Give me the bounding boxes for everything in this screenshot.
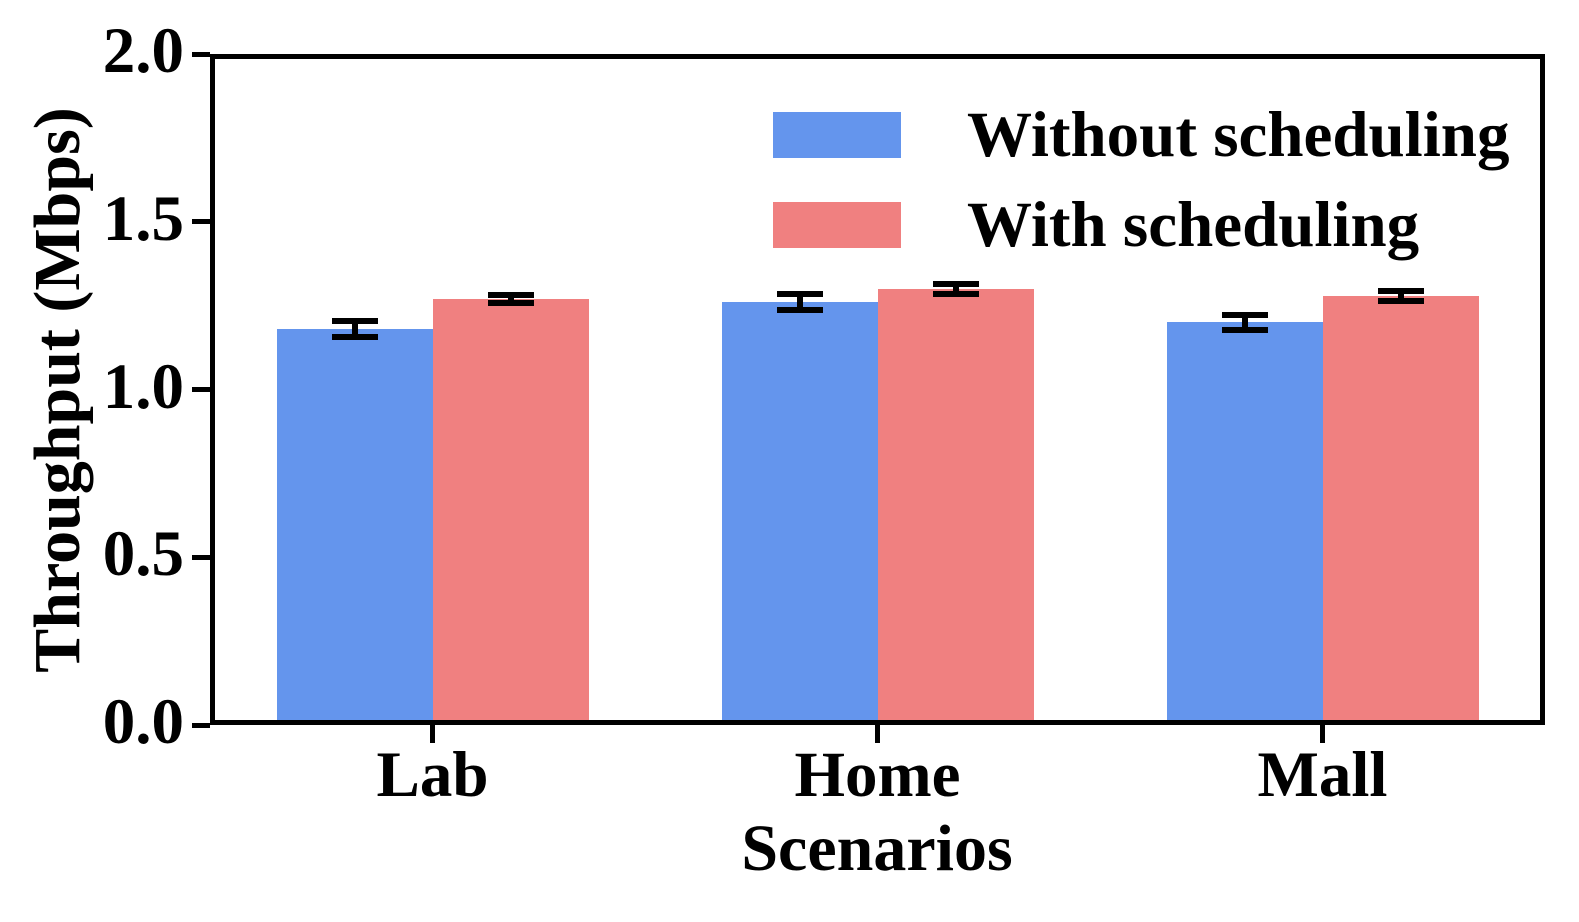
x-tick-label-lab: Lab — [376, 739, 489, 811]
error-bar-cap — [487, 300, 534, 307]
y-tick-label: 2.0 — [102, 15, 184, 87]
error-bar — [796, 294, 803, 311]
error-bar-cap — [331, 334, 378, 341]
x-tick — [875, 725, 880, 743]
x-tick-label-home: Home — [794, 739, 961, 811]
error-bar — [351, 320, 358, 338]
error-bar-cap — [1377, 287, 1424, 294]
y-tick-label: 1.5 — [102, 182, 184, 255]
bar-without-scheduling-home — [721, 302, 878, 725]
x-tick — [430, 725, 435, 743]
y-tick — [192, 722, 210, 728]
legend-item-with-scheduling: With scheduling — [773, 192, 1509, 257]
y-tick — [192, 51, 210, 57]
y-tick — [192, 554, 210, 560]
y-tick — [192, 387, 210, 392]
error-bar-cap — [776, 291, 823, 298]
bar-with-scheduling-lab — [432, 298, 589, 725]
error-bar-cap — [932, 281, 979, 288]
x-tick — [1320, 725, 1325, 743]
error-bar — [952, 284, 959, 294]
error-bar-cap — [331, 317, 378, 324]
error-bar — [1241, 314, 1248, 331]
y-tick-label: 0.5 — [102, 518, 184, 591]
error-bar-cap — [776, 307, 823, 314]
legend-label-with-scheduling: With scheduling — [967, 188, 1420, 261]
legend-swatch-without-scheduling — [773, 112, 901, 158]
y-tick — [192, 219, 210, 225]
error-bar — [507, 294, 514, 304]
bar-without-scheduling-lab — [276, 329, 433, 725]
y-tick-label: 1.0 — [102, 350, 184, 423]
bar-without-scheduling-mall — [1166, 322, 1323, 725]
legend-item-without-scheduling: Without scheduling — [773, 102, 1509, 167]
bar-with-scheduling-mall — [1322, 295, 1479, 725]
x-tick-label-mall: Mall — [1257, 739, 1388, 811]
legend-swatch-with-scheduling — [773, 202, 901, 248]
error-bar — [1397, 290, 1404, 301]
error-bar-cap — [1221, 327, 1268, 334]
x-axis-label: Scenarios — [741, 812, 1013, 885]
y-tick-label: 0.0 — [102, 686, 184, 758]
legend: Without scheduling With scheduling — [773, 102, 1509, 292]
error-bar-cap — [932, 290, 979, 297]
error-bar-cap — [487, 291, 534, 298]
legend-label-without-scheduling: Without scheduling — [967, 98, 1510, 171]
error-bar-cap — [1377, 297, 1424, 304]
bar-with-scheduling-home — [877, 288, 1034, 725]
error-bar-cap — [1221, 311, 1268, 318]
